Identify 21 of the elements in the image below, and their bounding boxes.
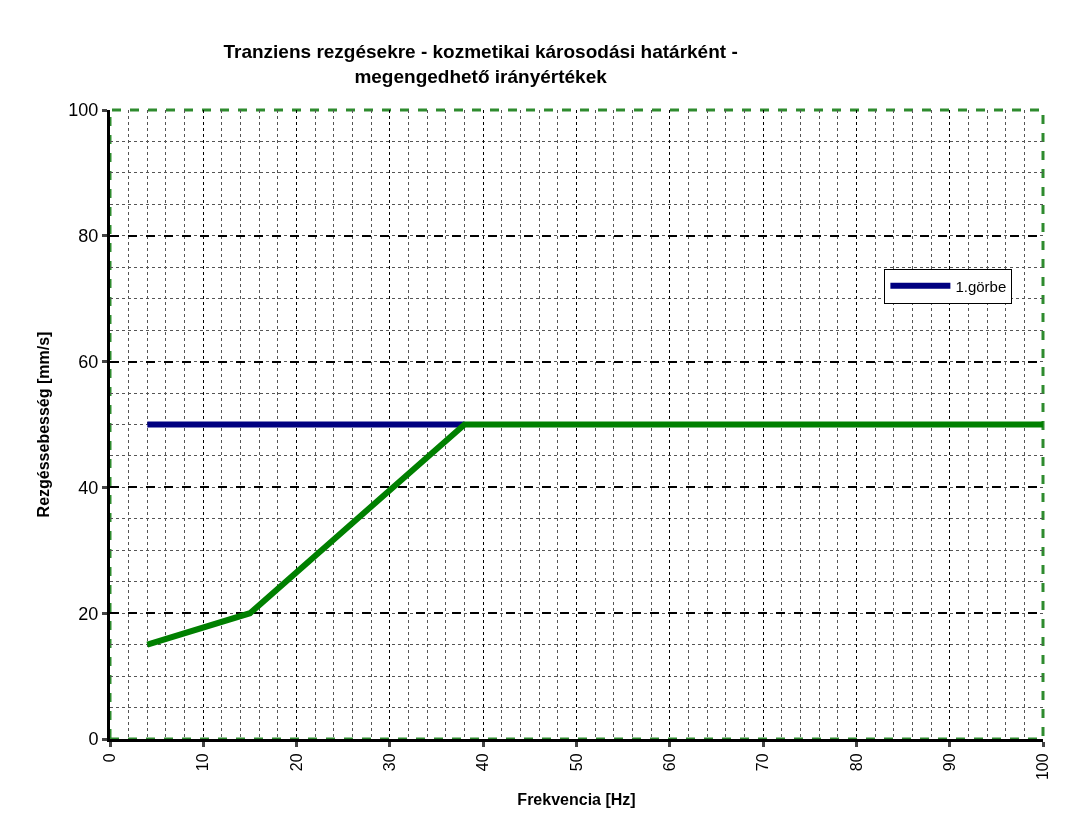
x-tick-label: 80 — [847, 753, 865, 772]
y-axis-title: Rezgéssebesség [mm/s] — [35, 331, 53, 518]
y-tick-label: 80 — [78, 226, 99, 247]
legend-label: 1.görbe — [955, 277, 1007, 295]
y-tick-label: 40 — [78, 477, 99, 498]
y-tick-label: 0 — [88, 729, 99, 750]
x-tick-label: 0 — [101, 753, 119, 763]
y-tick-label: 20 — [78, 603, 99, 624]
x-tick-label: 40 — [474, 753, 492, 772]
y-tick-label: 100 — [68, 100, 99, 121]
x-tick-label: 100 — [1034, 753, 1052, 781]
x-axis-title: Frekvencia [Hz] — [517, 790, 636, 808]
x-tick-label: 70 — [754, 753, 772, 772]
x-tick-label: 20 — [287, 753, 305, 772]
x-tick-label: 50 — [567, 753, 585, 772]
x-tick-label: 30 — [381, 753, 399, 772]
x-tick-label: 60 — [661, 753, 678, 772]
x-tick-label: 10 — [194, 753, 212, 772]
y-tick-label: 60 — [78, 351, 99, 372]
x-tick-label: 90 — [940, 753, 958, 772]
chart-title: Tranziens rezgésekre - kozmetikai károsodási határként - megengedhető irányértékek — [223, 41, 738, 87]
